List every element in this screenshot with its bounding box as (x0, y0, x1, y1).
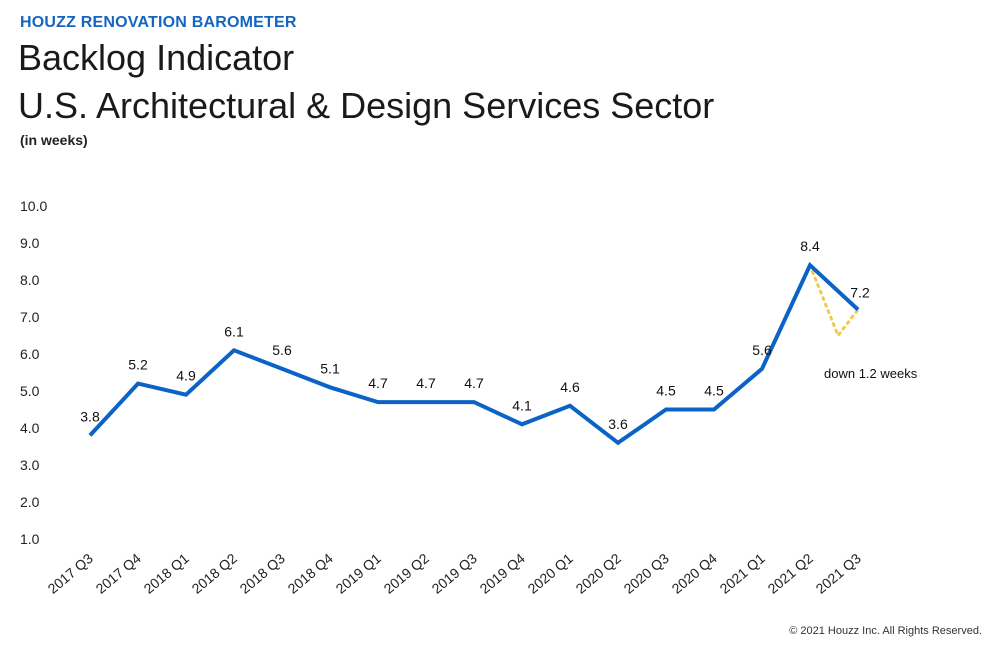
x-tick-label: 2020 Q2 (572, 550, 624, 597)
x-tick-label: 2017 Q4 (92, 550, 144, 597)
data-label: 4.7 (416, 375, 436, 391)
data-label: 4.5 (656, 383, 676, 399)
y-tick-label: 4.0 (20, 420, 40, 436)
data-label: 4.1 (512, 397, 532, 413)
y-tick-label: 9.0 (20, 235, 40, 251)
data-label: 3.6 (608, 416, 628, 432)
chart-subtitle: U.S. Architectural & Design Services Sec… (18, 85, 715, 126)
data-label: 8.4 (800, 238, 820, 254)
x-tick-label: 2018 Q3 (236, 550, 288, 597)
x-tick-label: 2019 Q3 (428, 550, 480, 597)
y-tick-label: 6.0 (20, 346, 40, 362)
annotation-text: down 1.2 weeks (824, 366, 918, 381)
x-tick-label: 2019 Q2 (380, 550, 432, 597)
data-label: 5.6 (272, 342, 292, 358)
data-label: 4.9 (176, 368, 196, 384)
x-tick-label: 2020 Q4 (668, 550, 720, 597)
y-tick-label: 1.0 (20, 531, 40, 547)
data-label: 4.5 (704, 383, 724, 399)
chart-title: Backlog Indicator (18, 37, 295, 78)
x-tick-label: 2021 Q1 (716, 550, 768, 597)
series-line (88, 261, 860, 446)
data-label: 3.8 (80, 408, 100, 424)
x-tick-label: 2018 Q4 (284, 550, 336, 597)
x-tick-label: 2018 Q2 (188, 550, 240, 597)
data-label: 5.2 (128, 357, 148, 373)
copyright-notice: © 2021 Houzz Inc. All Rights Reserved. (789, 625, 982, 637)
y-tick-label: 7.0 (20, 309, 40, 325)
data-label: 4.7 (368, 375, 388, 391)
change-annotation-line (808, 263, 860, 339)
y-tick-label: 3.0 (20, 457, 40, 473)
x-tick-label: 2017 Q3 (44, 550, 96, 597)
x-tick-label: 2018 Q1 (140, 550, 192, 597)
data-label: 4.7 (464, 375, 484, 391)
x-tick-label: 2020 Q1 (524, 550, 576, 597)
x-tick-label: 2020 Q3 (620, 550, 672, 597)
data-label: 7.2 (850, 285, 870, 301)
y-tick-label: 2.0 (20, 494, 40, 510)
x-tick-label: 2021 Q2 (764, 550, 816, 597)
report-kicker: HOUZZ RENOVATION BAROMETER (20, 14, 297, 31)
units-label: (in weeks) (20, 132, 88, 148)
y-tick-label: 5.0 (20, 383, 40, 399)
data-label: 4.6 (560, 379, 580, 395)
y-tick-label: 10.0 (20, 198, 47, 214)
y-tick-label: 8.0 (20, 272, 40, 288)
x-tick-label: 2021 Q3 (812, 550, 864, 597)
data-label: 5.6 (752, 342, 772, 358)
data-label: 5.1 (320, 360, 340, 376)
data-label: 6.1 (224, 323, 244, 339)
x-tick-label: 2019 Q4 (476, 550, 528, 597)
x-tick-label: 2019 Q1 (332, 550, 384, 597)
